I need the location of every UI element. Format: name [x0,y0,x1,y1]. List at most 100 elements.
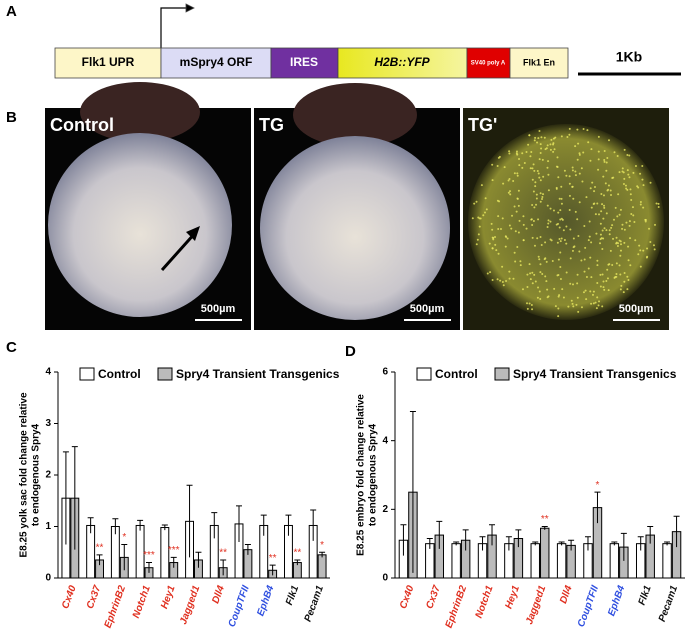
speckle [653,244,655,246]
speckle [519,220,521,222]
y-tick-label: 6 [382,367,388,378]
speckle [632,206,634,208]
speckle [638,245,640,247]
speckle [584,258,586,260]
legend-label: Control [98,367,141,381]
speckle [622,167,624,169]
speckle [546,147,548,149]
speckle [485,197,487,199]
speckle [640,266,642,268]
speckle [495,249,497,251]
speckle [559,252,561,254]
speckle [530,278,532,280]
speckle [482,214,484,216]
speckle [538,173,540,175]
legend-label: Control [435,367,478,381]
speckle [561,237,563,239]
speckle [560,240,562,242]
speckle [617,193,619,195]
speckle [552,151,554,153]
speckle [627,169,629,171]
speckle [549,143,551,145]
legend-label: Spry4 Transient Transgenics [513,367,677,381]
speckle [510,228,512,230]
speckle [626,288,628,290]
speckle [546,261,548,263]
speckle [499,280,501,282]
speckle [558,296,560,298]
speckle [537,218,539,220]
significance: * [122,532,126,543]
speckle [569,128,571,130]
speckle [573,237,575,239]
speckle [519,260,521,262]
speckle [561,198,563,200]
image-label: TG' [468,115,497,135]
speckle [603,205,605,207]
x-tick-label: EphB4 [606,584,627,618]
speckle [569,283,571,285]
speckle [492,237,494,239]
speckle [606,269,608,271]
speckle [559,226,561,228]
speckle [494,236,496,238]
speckle [538,130,540,132]
speckle [640,203,642,205]
speckle [609,229,611,231]
speckle [593,291,595,293]
speckle [579,154,581,156]
segment-label: IRES [290,55,318,69]
speckle [526,228,528,230]
speckle [550,139,552,141]
speckle [582,151,584,153]
speckle [598,213,600,215]
speckle [608,263,610,265]
speckle [516,211,518,213]
speckle [516,152,518,154]
speckle [590,241,592,243]
speckle [564,239,566,241]
panel-label: C [6,339,17,356]
bar [663,544,671,578]
speckle [523,224,525,226]
speckle [529,263,531,265]
speckle [538,177,540,179]
speckle [569,175,571,177]
speckle [572,303,574,305]
speckle [518,190,520,192]
speckle [523,239,525,241]
speckle [539,263,541,265]
speckle [565,243,567,245]
speckle [607,277,609,279]
speckle [572,305,574,307]
speckle [595,213,597,215]
speckle [534,137,536,139]
speckle [530,151,532,153]
speckle [558,238,560,240]
speckle [615,273,617,275]
speckle [623,183,625,185]
speckle [604,227,606,229]
speckle [596,307,598,309]
speckle [591,207,593,209]
speckle [536,198,538,200]
speckle [552,260,554,262]
image-label: TG [259,115,284,135]
speckle [529,272,531,274]
speckle [508,271,510,273]
speckle [605,280,607,282]
speckle [518,205,520,207]
speckle [629,225,631,227]
x-tick-label: EphB4 [255,584,276,618]
speckle [603,194,605,196]
speckle [621,224,623,226]
speckle [584,271,586,273]
speckle [566,136,568,138]
x-tick-label: Pecam1 [657,584,680,624]
speckle [530,219,532,221]
speckle [571,186,573,188]
speckle [538,256,540,258]
speckle [491,164,493,166]
speckle [512,278,514,280]
x-tick-label: Notch1 [131,584,153,620]
